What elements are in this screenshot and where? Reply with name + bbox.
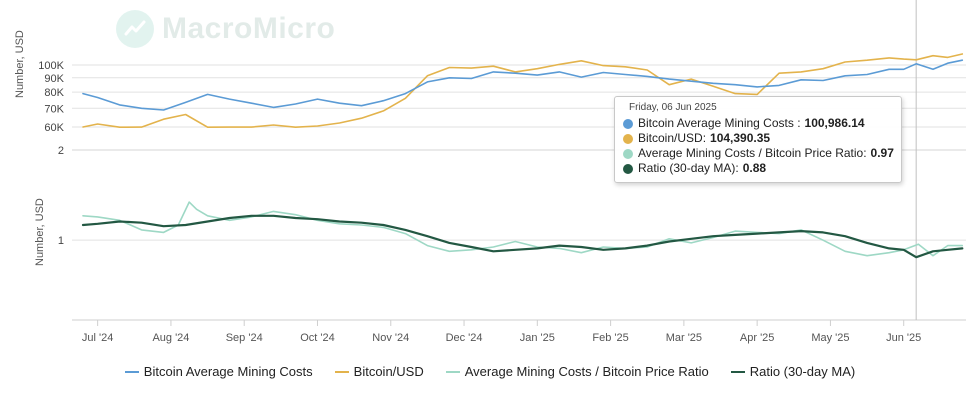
x-tick-label: Feb '25 [592,332,628,344]
legend-item-ratio[interactable]: Average Mining Costs / Bitcoin Price Rat… [445,364,709,379]
legend-item-ratio-ma[interactable]: Ratio (30-day MA) [730,364,856,379]
x-tick-label: Sep '24 [226,332,263,344]
top-y-tick-label: 100K [38,60,64,72]
x-tick-label: Jul '24 [82,332,113,344]
tooltip-date: Friday, 06 Jun 2025 [629,102,717,113]
x-tick-label: Mar '25 [666,332,702,344]
legend-swatch [334,370,349,373]
series-line-mining-cost [82,59,964,111]
top-y-tick-label: 2 [58,145,64,157]
x-tick-label: Dec '24 [446,332,483,344]
tooltip-label: Bitcoin/USD: [638,131,707,145]
series-line-btc-usd [82,53,964,128]
tooltip-dot-icon [623,133,633,144]
tooltip-label: Bitcoin Average Mining Costs : [638,116,801,130]
legend-swatch [124,370,139,373]
chart-legend: Bitcoin Average Mining Costs Bitcoin/USD… [0,364,980,379]
tooltip-row-ratio-ma: Ratio (30-day MA): 0.88 [623,161,893,176]
legend-label: Ratio (30-day MA) [749,364,856,379]
tooltip-value: 104,390.35 [710,131,771,145]
bottom-y-tick-label: 1 [58,235,64,247]
tooltip-value: 100,986.14 [804,116,865,130]
tooltip-value: 0.88 [742,161,767,175]
legend-swatch [445,370,460,373]
top-y-tick-label: 60K [44,122,64,134]
tooltip-label: Average Mining Costs / Bitcoin Price Rat… [638,146,867,160]
legend-swatch [730,370,745,373]
tooltip-dot-icon [623,163,633,174]
data-tooltip: Friday, 06 Jun 2025 Bitcoin Average Mini… [614,96,902,183]
x-tick-label: Nov '24 [372,332,409,344]
top-y-axis-title: Number, USD [14,30,26,98]
tooltip-row-mining-cost: Bitcoin Average Mining Costs : 100,986.1… [623,116,893,131]
legend-item-mining-cost[interactable]: Bitcoin Average Mining Costs [124,364,313,379]
series-line-ratio-ma [81,214,964,259]
x-tick-label: Jun '25 [886,332,921,344]
x-tick-label: May '25 [811,332,849,344]
legend-item-btc-usd[interactable]: Bitcoin/USD [334,364,424,379]
top-y-tick-label: 70K [44,103,64,115]
legend-label: Average Mining Costs / Bitcoin Price Rat… [464,364,709,379]
tooltip-label: Ratio (30-day MA): [638,161,739,175]
tooltip-row-ratio: Average Mining Costs / Bitcoin Price Rat… [623,146,894,161]
x-tick-label: Oct '24 [300,332,335,344]
top-y-tick-label: 80K [44,87,64,99]
x-tick-label: Jan '25 [520,332,555,344]
tooltip-dot-icon [623,148,633,159]
x-tick-label: Aug '24 [152,332,189,344]
legend-label: Bitcoin/USD [353,364,424,379]
tooltip-dot-icon [623,118,633,129]
top-y-tick-label: 90K [44,73,64,85]
tooltip-row-btc-usd: Bitcoin/USD: 104,390.35 [623,131,893,146]
legend-label: Bitcoin Average Mining Costs [143,364,313,379]
series-line-ratio [82,201,964,257]
bottom-y-axis-title: Number, USD [34,198,46,266]
tooltip-value: 0.97 [870,146,894,160]
x-tick-label: Apr '25 [740,332,775,344]
